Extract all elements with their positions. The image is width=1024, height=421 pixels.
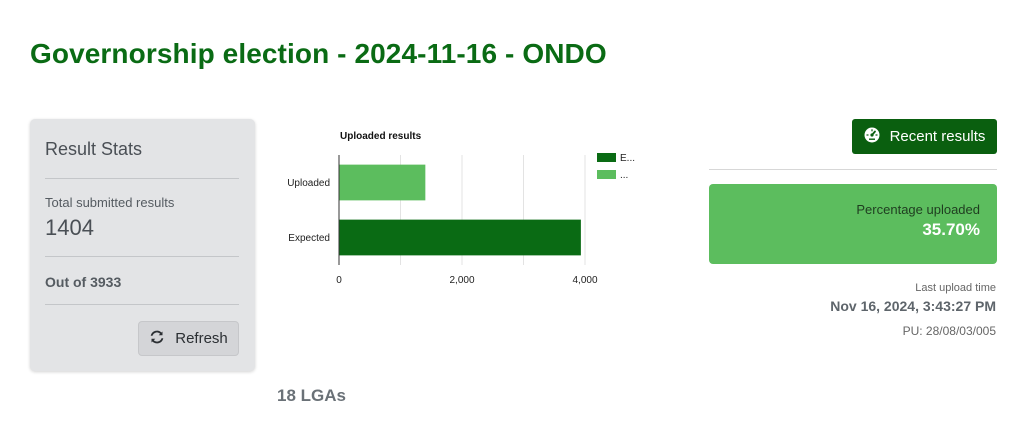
tick-label: 4,000 [572,275,597,286]
legend-swatch [597,170,616,179]
category-label: Uploaded [287,178,330,189]
uploaded-results-chart: Uploaded Expected 0 2,000 4,000 E...... Uploa… [270,120,650,295]
dashboard-icon [864,127,880,147]
total-submitted-value: 1404 [45,215,94,240]
bar-expected [339,219,581,256]
divider [709,169,997,170]
last-upload-time: Nov 16, 2024, 3:43:27 PM [830,298,996,314]
lga-count: 18 LGAs [277,386,346,405]
polling-unit-code: PU: 28/08/03/005 [902,324,996,338]
divider [45,304,239,305]
stats-title: Result Stats [45,139,143,159]
chart-title: Uploaded results [340,131,422,142]
bar-uploaded [339,164,426,201]
legend-label: ... [620,170,628,181]
percentage-uploaded-value: 35.70% [922,220,980,239]
page-title: Governorship election - 2024-11-16 - OND… [30,38,607,69]
bar-chart-svg: Uploaded Expected 0 2,000 4,000 E...... [287,153,635,286]
last-upload-label: Last upload time [915,282,996,294]
category-label: Expected [288,233,330,244]
legend-label: E... [620,153,635,164]
percentage-uploaded-label: Percentage uploaded [856,202,980,217]
total-submitted-label: Total submitted results [45,195,175,210]
recent-results-label: Recent results [889,128,986,145]
tick-label: 2,000 [449,275,474,286]
refresh-icon [149,329,165,349]
out-of-total: Out of 3933 [45,274,122,290]
percentage-uploaded-card: Percentage uploaded 35.70% [709,184,997,264]
refresh-button[interactable]: Refresh [138,321,239,356]
refresh-label: Refresh [175,330,228,347]
divider [45,178,239,179]
recent-results-button[interactable]: Recent results [852,119,997,154]
divider [45,256,239,257]
tick-label: 0 [336,275,342,286]
legend-swatch [597,153,616,162]
result-stats-card: Result Stats Total submitted results 140… [30,119,255,371]
